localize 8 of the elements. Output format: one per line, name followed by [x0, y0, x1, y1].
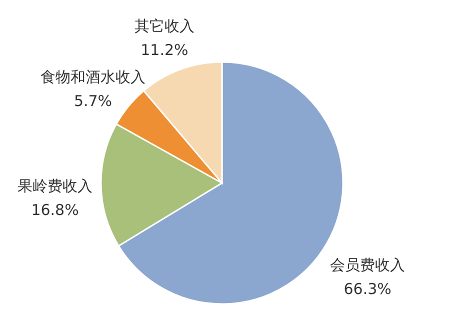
slice-label: 其它收入	[134, 17, 194, 36]
data-label: 16.8%	[31, 201, 79, 220]
data-label: 66.3%	[344, 280, 392, 298]
slice-label: 果岭费收入	[18, 177, 93, 196]
data-label: 11.2%	[140, 41, 188, 60]
slice-label: 食物和酒水收入	[40, 68, 146, 86]
slice-label: 会员费收入	[330, 256, 406, 274]
data-label: 5.7%	[74, 92, 112, 110]
